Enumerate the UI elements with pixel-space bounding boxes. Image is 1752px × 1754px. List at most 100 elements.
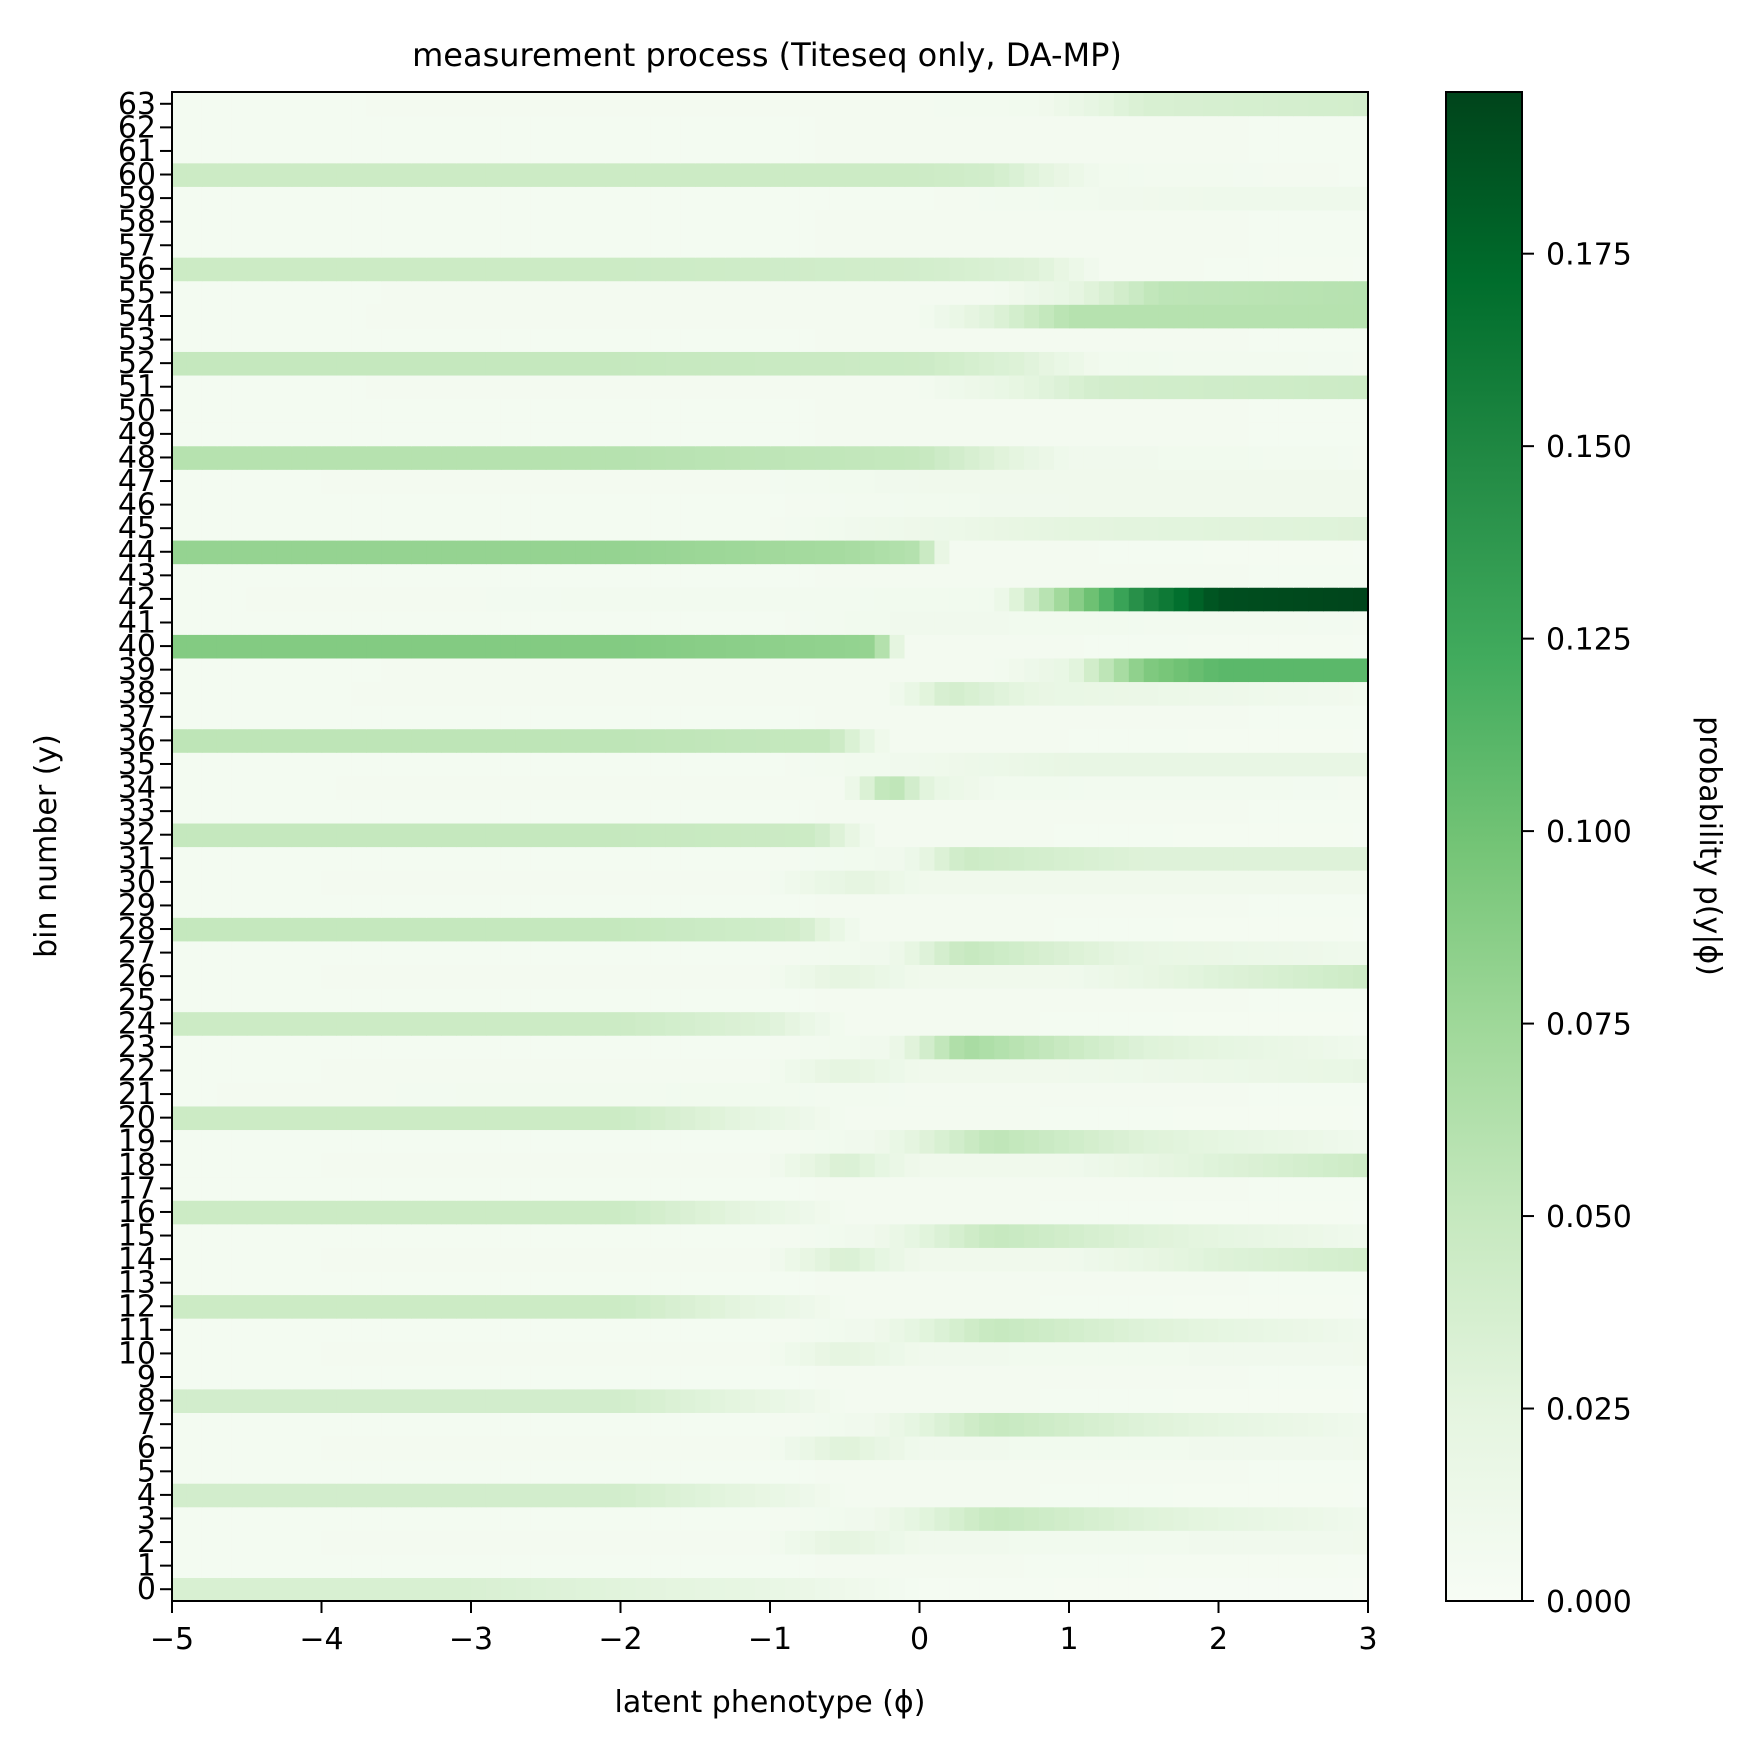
heatmap-cell — [276, 1530, 293, 1555]
heatmap-cell — [1158, 280, 1175, 305]
heatmap-cell — [500, 1082, 517, 1107]
heatmap-cell — [261, 1105, 278, 1131]
heatmap-cell — [590, 516, 607, 541]
heatmap-cell — [994, 634, 1010, 659]
heatmap-cell — [306, 398, 323, 423]
heatmap-cell — [1188, 516, 1205, 541]
heatmap-cell — [426, 728, 442, 753]
heatmap-cell — [471, 705, 487, 730]
heatmap-cell — [1128, 870, 1145, 895]
heatmap-cell — [1009, 846, 1025, 871]
heatmap-cell — [201, 1105, 218, 1131]
heatmap-cell — [695, 209, 711, 235]
heatmap-cell — [1263, 587, 1279, 612]
heatmap-cell — [904, 1435, 921, 1461]
heatmap-cell — [1009, 775, 1025, 800]
heatmap-cell — [695, 870, 711, 895]
heatmap-cell — [456, 870, 472, 895]
heatmap-cell — [560, 139, 577, 164]
heatmap-cell — [351, 209, 367, 235]
heatmap-cell — [515, 1011, 532, 1036]
heatmap-cell — [575, 469, 592, 494]
heatmap-cell — [859, 1200, 876, 1225]
heatmap-cell — [1009, 1412, 1025, 1437]
heatmap-cell — [1173, 799, 1190, 824]
heatmap-cell — [560, 1459, 577, 1484]
heatmap-cell — [276, 775, 293, 800]
heatmap-cell — [1233, 1365, 1249, 1390]
heatmap-cell — [1278, 1459, 1294, 1484]
heatmap-cell — [1069, 799, 1085, 824]
heatmap-cell — [276, 705, 293, 730]
heatmap-cell — [351, 846, 367, 871]
heatmap-cell — [1293, 940, 1309, 965]
heatmap-cell — [1069, 445, 1085, 470]
heatmap-cell — [1323, 327, 1339, 352]
heatmap-cell — [620, 139, 637, 164]
heatmap-cell — [889, 1435, 906, 1461]
heatmap-cell — [1069, 1129, 1085, 1154]
heatmap-cell — [515, 1553, 532, 1579]
heatmap-cell — [829, 1176, 846, 1201]
heatmap-cell — [1054, 728, 1070, 753]
heatmap-cell — [904, 280, 921, 305]
heatmap-cell — [575, 563, 592, 588]
heatmap-cell — [919, 1365, 936, 1390]
heatmap-cell — [530, 728, 547, 753]
heatmap-cell — [246, 1058, 263, 1083]
heatmap-cell — [620, 1459, 637, 1484]
heatmap-cell — [1158, 634, 1175, 659]
heatmap-cell — [1024, 1011, 1040, 1036]
heatmap-cell — [650, 374, 666, 400]
heatmap-cell — [889, 775, 906, 800]
heatmap-cell — [545, 162, 562, 187]
heatmap-cell — [605, 398, 622, 423]
heatmap-cell — [784, 1129, 801, 1154]
heatmap-cell — [1039, 1176, 1055, 1201]
heatmap-cell — [695, 893, 711, 918]
heatmap-cell — [1218, 539, 1235, 565]
heatmap-cell — [515, 587, 532, 612]
heatmap-cell — [216, 1105, 233, 1131]
heatmap-cell — [874, 1247, 891, 1272]
heatmap-cell — [336, 752, 352, 777]
heatmap-cell — [1323, 752, 1339, 777]
heatmap-cell — [575, 374, 592, 400]
heatmap-cell — [680, 1223, 696, 1248]
heatmap-cell — [994, 917, 1010, 942]
heatmap-cell — [665, 1553, 681, 1579]
heatmap-cell — [1278, 1105, 1294, 1131]
heatmap-cell — [1323, 775, 1339, 800]
heatmap-cell — [934, 1294, 950, 1319]
heatmap-cell — [814, 775, 831, 800]
heatmap-cell — [725, 587, 741, 612]
heatmap-cell — [620, 1506, 637, 1531]
heatmap-cell — [261, 987, 278, 1013]
heatmap-cell — [904, 1577, 921, 1602]
heatmap-cell — [725, 705, 741, 730]
heatmap-cell — [1248, 1553, 1264, 1579]
heatmap-cell — [1263, 422, 1279, 447]
heatmap-cell — [784, 1105, 801, 1131]
heatmap-cell — [1128, 162, 1145, 187]
heatmap-cell — [1323, 1176, 1339, 1201]
heatmap-cell — [1098, 492, 1115, 518]
heatmap-cell — [755, 1200, 771, 1225]
heatmap-cell — [949, 822, 965, 848]
heatmap-cell — [770, 1247, 786, 1272]
heatmap-cell — [172, 563, 188, 588]
heatmap-cell — [1143, 1341, 1160, 1366]
heatmap-cell — [635, 657, 651, 683]
heatmap-cell — [605, 516, 622, 541]
heatmap-cell — [635, 280, 651, 305]
heatmap-cell — [1233, 634, 1249, 659]
heatmap-cell — [859, 1553, 876, 1579]
heatmap-cell — [1293, 1176, 1309, 1201]
heatmap-cell — [665, 1506, 681, 1531]
heatmap-cell — [1098, 374, 1115, 400]
heatmap-cell — [1143, 1035, 1160, 1060]
heatmap-cell — [934, 587, 950, 612]
heatmap-cell — [1278, 1341, 1294, 1366]
heatmap-cell — [829, 257, 846, 282]
heatmap-cell — [665, 610, 681, 635]
